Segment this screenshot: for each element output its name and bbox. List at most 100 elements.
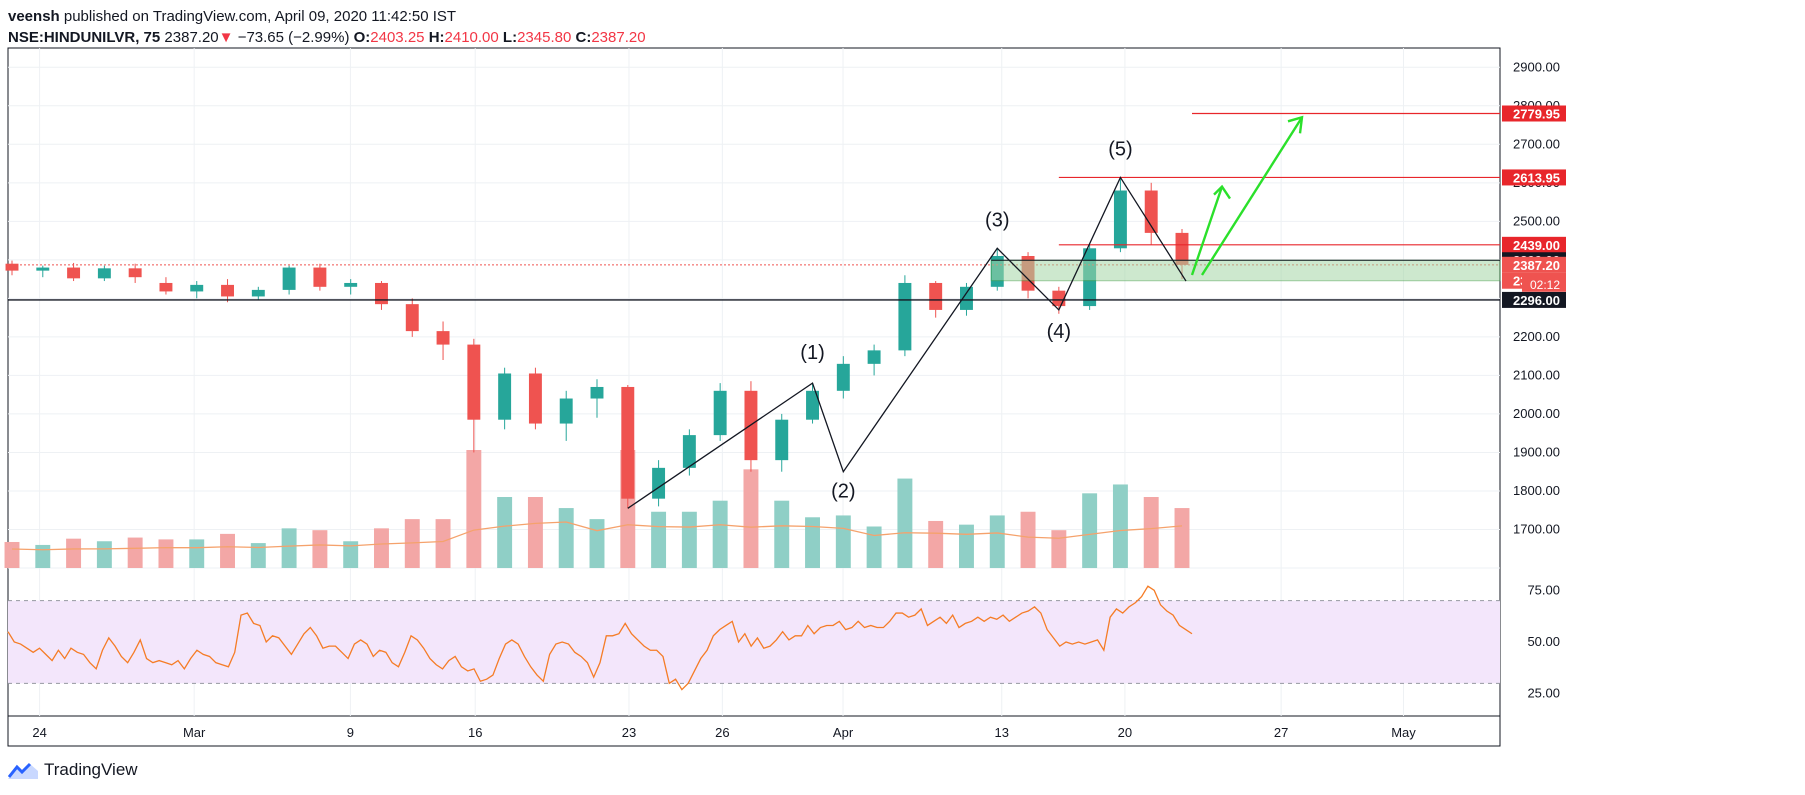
candle-body bbox=[159, 282, 173, 292]
high-label: H: bbox=[428, 29, 445, 46]
candle-body bbox=[713, 390, 727, 436]
candle-body bbox=[559, 398, 573, 424]
candle-body bbox=[498, 373, 512, 420]
volume-bar bbox=[527, 497, 543, 568]
candle-body bbox=[251, 289, 265, 297]
volume-bar bbox=[743, 469, 759, 568]
volume-bar bbox=[989, 515, 1005, 568]
volume-bar bbox=[96, 541, 112, 568]
price-badge-bg bbox=[1502, 256, 1566, 273]
high-value: 2410.00 bbox=[444, 29, 499, 46]
volume-bar bbox=[374, 528, 389, 568]
last-price: 2387.20 bbox=[164, 29, 219, 46]
volume-bar bbox=[220, 533, 235, 568]
target-zone bbox=[990, 259, 1501, 282]
candle-body bbox=[621, 386, 635, 499]
candle-body bbox=[344, 282, 358, 287]
target-price-badge: 2613.95 bbox=[1513, 170, 1560, 185]
candle-body bbox=[36, 267, 50, 271]
candle-body bbox=[590, 386, 604, 399]
candle-body bbox=[682, 435, 696, 468]
volume-bar bbox=[189, 539, 205, 568]
volume-bar bbox=[250, 543, 266, 568]
volume-bar bbox=[466, 450, 482, 568]
volume-bar bbox=[681, 511, 697, 568]
volume-bar bbox=[1020, 511, 1036, 568]
target-price-badge-bg bbox=[1502, 169, 1566, 186]
time-tick-label: 24 bbox=[32, 725, 46, 740]
price-tick-label: 2000.00 bbox=[1513, 406, 1560, 421]
volume-bar bbox=[35, 544, 51, 568]
volume-bar bbox=[435, 519, 451, 568]
price-tick-label: 1700.00 bbox=[1513, 521, 1560, 536]
price-tick-label: 2100.00 bbox=[1513, 367, 1560, 382]
symbol-label[interactable]: NSE:HINDUNILVR, 75 bbox=[8, 29, 161, 46]
chart-canvas[interactable]: 24 Mar 9 16 23 26 Apr 13 20 27 May 75.00 50.00 25.00 (… bbox=[0, 0, 1805, 755]
ohlc-header: NSE:HINDUNILVR, 75 2387.20▼ −73.65 (−2.9… bbox=[8, 29, 646, 46]
change-value: −73.65 (−2.99%) bbox=[237, 29, 350, 46]
candle-body bbox=[528, 373, 542, 424]
candle-body bbox=[282, 267, 296, 290]
long-target-arrowhead bbox=[1287, 115, 1304, 134]
volume-bar bbox=[4, 541, 20, 568]
published-text: published on TradingView.com, April 09, … bbox=[63, 8, 457, 25]
open-label: O: bbox=[353, 29, 371, 46]
candle-body bbox=[375, 282, 388, 305]
footer-brand-text: TradingView bbox=[44, 760, 138, 779]
time-tick-label: 26 bbox=[715, 725, 729, 740]
author-name[interactable]: veensh bbox=[8, 8, 60, 25]
wave-label: (2) bbox=[831, 481, 855, 503]
candle-body bbox=[1113, 190, 1127, 249]
candle-body bbox=[929, 282, 943, 310]
volume-bar bbox=[1143, 497, 1159, 568]
time-tick-label: 16 bbox=[468, 725, 482, 740]
wave-label: (1) bbox=[800, 342, 824, 364]
volume-bar bbox=[897, 478, 913, 568]
volume-bar bbox=[1174, 508, 1190, 568]
candle-body bbox=[1052, 290, 1066, 307]
volume-bar bbox=[589, 519, 605, 568]
price-tick-label: 1900.00 bbox=[1513, 444, 1560, 459]
time-tick-label: 13 bbox=[995, 725, 1009, 740]
publish-header: veensh published on TradingView.com, Apr… bbox=[8, 8, 456, 25]
candle-body bbox=[836, 363, 850, 391]
candle-body bbox=[898, 282, 912, 351]
candle-body bbox=[960, 286, 973, 310]
target-price-badge-bg bbox=[1502, 236, 1566, 253]
tradingview-logo-icon bbox=[8, 762, 38, 779]
volume-bar bbox=[312, 530, 328, 568]
price-badge: 2296.00 bbox=[1513, 293, 1560, 308]
price-tick-label: 2200.00 bbox=[1513, 329, 1560, 344]
candle-body bbox=[867, 350, 881, 364]
candle-body bbox=[313, 267, 327, 287]
volume-bar bbox=[281, 528, 297, 568]
volume-bar bbox=[66, 538, 82, 568]
volume-bar bbox=[866, 526, 882, 568]
volume-bar bbox=[1082, 493, 1098, 568]
countdown-badge-bg bbox=[1522, 275, 1566, 292]
volume-bar bbox=[404, 519, 420, 568]
target-price-badge: 2779.95 bbox=[1513, 107, 1560, 122]
down-arrow-icon: ▼ bbox=[218, 29, 234, 46]
close-value: 2387.20 bbox=[591, 29, 646, 46]
time-tick-label: 9 bbox=[347, 725, 354, 740]
candle-body bbox=[221, 284, 234, 297]
candle-body bbox=[5, 263, 19, 271]
candle-body bbox=[97, 268, 111, 279]
rsi-tick-label: 50.00 bbox=[1527, 634, 1560, 649]
wave-label: (4) bbox=[1047, 321, 1071, 343]
rsi-tick-label: 25.00 bbox=[1527, 686, 1560, 701]
short-target-arrow bbox=[1190, 186, 1224, 276]
time-tick-label: Apr bbox=[833, 725, 854, 740]
volume-bar bbox=[1112, 484, 1128, 568]
price-tick-label: 2900.00 bbox=[1513, 59, 1560, 74]
time-tick-label: 27 bbox=[1274, 725, 1288, 740]
volume-bar bbox=[558, 508, 574, 568]
short-target-arrowhead bbox=[1213, 184, 1231, 200]
volume-bar bbox=[1051, 530, 1067, 568]
low-label: L: bbox=[502, 29, 518, 46]
low-value: 2345.80 bbox=[517, 29, 572, 46]
price-badge-bg bbox=[1502, 291, 1566, 308]
target-price-badge-bg bbox=[1502, 105, 1566, 122]
footer-brand[interactable]: TradingView bbox=[8, 760, 138, 780]
